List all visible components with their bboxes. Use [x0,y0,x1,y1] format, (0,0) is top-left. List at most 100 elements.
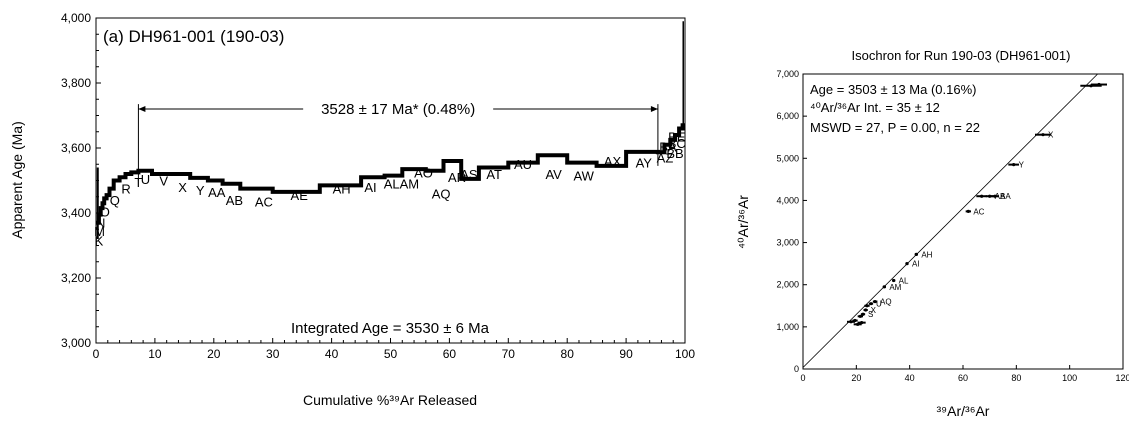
x-tick-label: 60 [443,347,457,361]
x-tick-label: 70 [502,347,516,361]
x-tick-label: 0 [800,373,805,383]
step-label: BB [666,146,683,161]
step-label: K [95,234,104,249]
isochron-y-axis-label: ⁴⁰Ar/³⁶Ar [735,195,751,249]
step-label: AB [226,193,243,208]
step-label: AC [255,195,273,210]
y-tick-label: 7,000 [776,69,799,79]
plateau-arrowhead-left [138,106,146,112]
x-tick-label: 20 [851,373,861,383]
step-label: X [178,180,187,195]
step-label: Y [196,183,205,198]
step-label: Q [110,193,120,208]
isochron-point-label: U [876,300,882,309]
plateau-bracket [137,104,659,181]
isochron-point [988,194,992,198]
y-tick-label: 4,000 [61,11,91,25]
x-tick-label: 60 [958,373,968,383]
isochron-point [853,318,857,323]
step-label: AR [448,170,466,185]
isochron-point-label: AM [889,283,901,292]
isochron-title: Isochron for Run 190-03 (DH961-001) [852,48,1071,63]
step-label: U [141,172,150,187]
isochron-point [865,304,869,308]
step-label: T [134,175,142,190]
step-label: AU [514,157,532,172]
isochron-point-label: AA [1000,192,1011,201]
spectrum-x-ticks: 0 10 20 30 40 50 60 70 80 90 100 [93,338,695,361]
x-tick-label: 10 [148,347,162,361]
step-label: AI [364,180,376,195]
step-label: BE [668,130,686,145]
x-tick-label: 100 [675,347,695,361]
x-tick-label: 50 [384,347,398,361]
isochron-point-label: AQ [880,298,892,307]
step-label: M [94,224,105,239]
isochron-point [860,321,864,325]
step-label: AS [460,167,478,182]
step-label: V [159,173,168,188]
step-label: AL [384,177,400,192]
step-label: R [121,182,130,197]
isochron-point-label: AI [912,260,920,269]
y-tick-label: 3,800 [61,76,91,90]
isochron-plot-frame [802,73,1124,370]
isochron-point [864,308,868,312]
isochron-point [873,299,877,304]
isochron-point [858,314,862,318]
step-label: AA [208,185,226,200]
age-spectrum-panel: 3,000 3,200 3,400 3,600 3,800 4,000 0 10 20 30 40… [9,11,695,408]
step-label: AT [486,167,502,182]
step-label: AQ [432,186,451,201]
step-label: N [96,216,105,231]
step-label: BC [668,136,686,151]
y-tick-label: 3,400 [61,206,91,220]
isochron-point [892,278,896,283]
isochron-point [980,194,984,198]
x-tick-label: 100 [1062,373,1077,383]
y-tick-label: 0 [794,364,799,374]
isochron-intercept-annotation: ⁴⁰Ar/³⁶Ar Int. = 35 ± 12 [810,100,940,115]
spectrum-panel-title: (a) DH961-001 (190-03) [103,27,284,46]
integrated-age-label: Integrated Age = 3530 ± 6 Ma [291,320,490,337]
isochron-x-axis-label: ³⁹Ar/³⁶Ar [937,403,990,419]
age-spectrum-step-line [96,123,685,225]
isochron-point [1012,163,1016,167]
spectrum-y-ticks: 3,000 3,200 3,400 3,600 3,800 4,000 [61,11,101,350]
x-tick-label: 40 [325,347,339,361]
y-tick-label: 2,000 [776,280,799,290]
isochron-mswd-annotation: MSWD = 27, P = 0.00, n = 22 [810,120,980,135]
isochron-point-label: X [1048,131,1054,140]
isochron-point-label: Y [1019,161,1025,170]
x-tick-label: 90 [619,347,633,361]
isochron-point [1097,82,1101,87]
y-tick-label: 5,000 [776,153,799,163]
x-tick-label: 0 [93,347,100,361]
x-tick-label: 120 [1115,373,1129,383]
step-label: BA [659,139,677,154]
isochron-point [882,285,886,289]
y-tick-label: 3,600 [61,141,91,155]
isochron-point [914,252,918,256]
y-tick-label: 3,000 [61,336,91,350]
isochron-x-ticks: 0 20 40 60 80 100 120 [800,365,1129,383]
isochron-point [861,312,865,316]
step-label: AE [291,188,309,203]
x-tick-label: 40 [905,373,915,383]
plateau-arrowhead-right [650,106,658,112]
y-tick-label: 3,000 [776,238,799,248]
isochron-point [905,262,909,266]
step-label: O [100,204,110,219]
step-label: AO [414,165,433,180]
isochron-point [993,194,997,198]
y-tick-label: 6,000 [776,111,799,121]
isochron-point-label: AB [995,192,1006,201]
x-tick-label: 30 [266,347,280,361]
step-label: AX [604,154,622,169]
y-tick-label: 3,200 [61,271,91,285]
x-tick-label: 80 [561,347,575,361]
x-tick-label: 20 [207,347,221,361]
spectrum-x-axis-label: Cumulative %³⁹Ar Released [303,392,477,408]
y-tick-label: 1,000 [776,322,799,332]
